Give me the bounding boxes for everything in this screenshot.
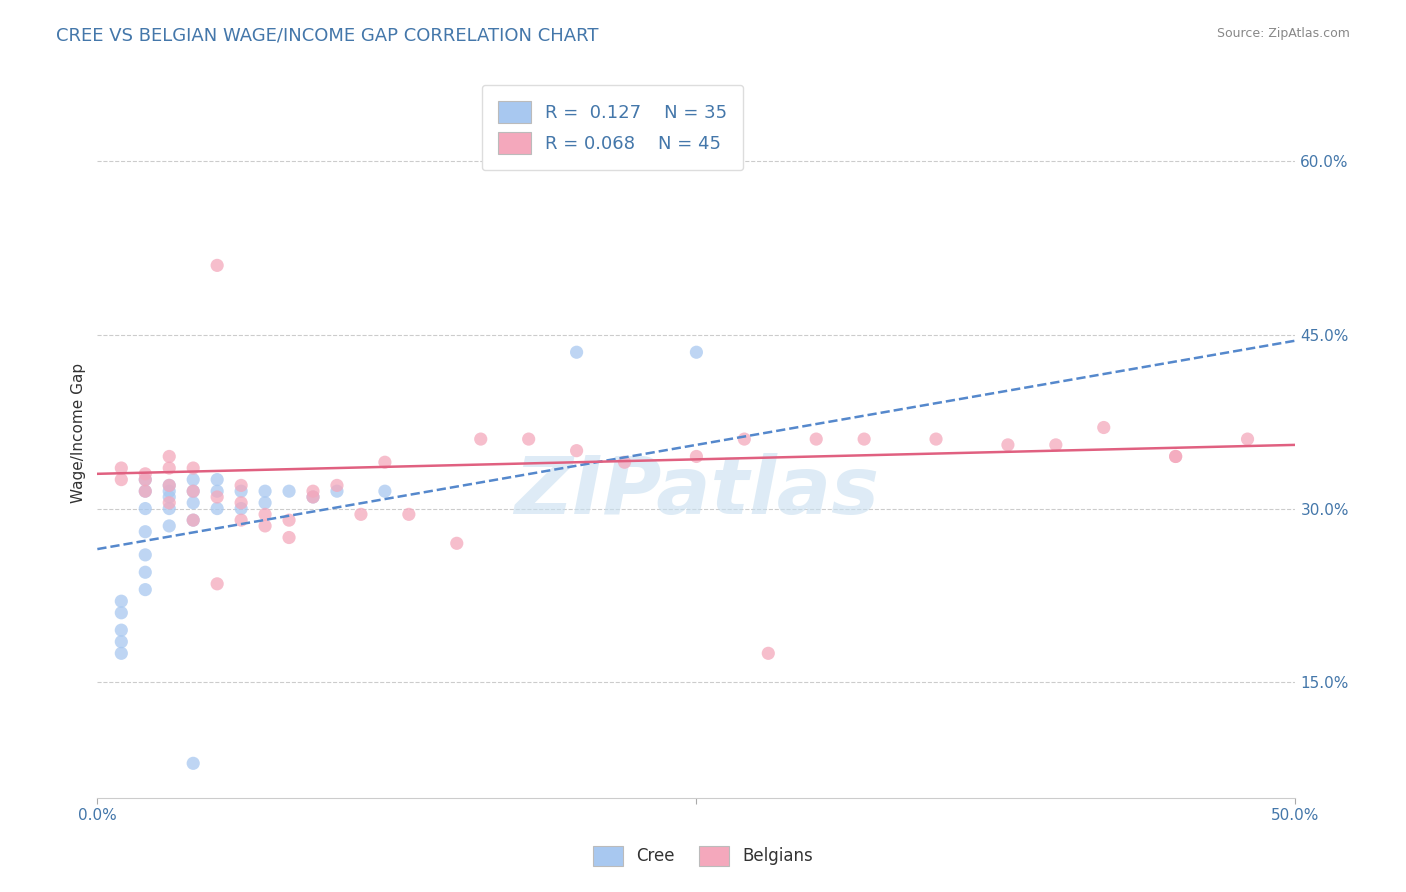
Point bbox=[229, 501, 252, 516]
Point bbox=[733, 432, 755, 446]
Point bbox=[157, 478, 180, 492]
Point bbox=[350, 508, 373, 522]
Point bbox=[229, 478, 252, 492]
Point bbox=[134, 582, 156, 597]
Point bbox=[181, 513, 204, 527]
Point bbox=[278, 484, 301, 499]
Point bbox=[1092, 420, 1115, 434]
Point bbox=[157, 501, 180, 516]
Point bbox=[229, 513, 252, 527]
Text: CREE VS BELGIAN WAGE/INCOME GAP CORRELATION CHART: CREE VS BELGIAN WAGE/INCOME GAP CORRELAT… bbox=[56, 27, 599, 45]
Point bbox=[685, 345, 707, 359]
Y-axis label: Wage/Income Gap: Wage/Income Gap bbox=[72, 363, 86, 503]
Point bbox=[756, 646, 779, 660]
Point bbox=[134, 566, 156, 580]
Point bbox=[517, 432, 540, 446]
Point bbox=[110, 461, 132, 475]
Point bbox=[205, 259, 228, 273]
Point bbox=[181, 484, 204, 499]
Legend: Cree, Belgians: Cree, Belgians bbox=[579, 832, 827, 880]
Point bbox=[110, 646, 132, 660]
Point bbox=[229, 496, 252, 510]
Point bbox=[134, 548, 156, 562]
Point bbox=[254, 484, 277, 499]
Text: Source: ZipAtlas.com: Source: ZipAtlas.com bbox=[1216, 27, 1350, 40]
Point bbox=[157, 450, 180, 464]
Point bbox=[110, 594, 132, 608]
Point bbox=[565, 345, 588, 359]
Point bbox=[229, 484, 252, 499]
Point bbox=[205, 490, 228, 504]
Point bbox=[205, 473, 228, 487]
Point bbox=[446, 536, 468, 550]
Point bbox=[110, 606, 132, 620]
Point bbox=[398, 508, 420, 522]
Point bbox=[278, 513, 301, 527]
Point bbox=[565, 443, 588, 458]
Point bbox=[326, 484, 349, 499]
Point bbox=[302, 484, 325, 499]
Point bbox=[374, 455, 396, 469]
Point bbox=[134, 524, 156, 539]
Point bbox=[254, 496, 277, 510]
Point bbox=[181, 513, 204, 527]
Legend: R =  0.127    N = 35, R = 0.068    N = 45: R = 0.127 N = 35, R = 0.068 N = 45 bbox=[482, 85, 744, 170]
Point bbox=[1236, 432, 1258, 446]
Point bbox=[110, 473, 132, 487]
Point bbox=[181, 756, 204, 771]
Text: ZIPatlas: ZIPatlas bbox=[515, 452, 879, 531]
Point bbox=[685, 450, 707, 464]
Point bbox=[254, 508, 277, 522]
Point bbox=[925, 432, 948, 446]
Point bbox=[134, 501, 156, 516]
Point bbox=[134, 473, 156, 487]
Point bbox=[134, 467, 156, 481]
Point bbox=[205, 501, 228, 516]
Point bbox=[110, 634, 132, 648]
Point bbox=[134, 484, 156, 499]
Point bbox=[157, 519, 180, 533]
Point bbox=[278, 531, 301, 545]
Point bbox=[157, 484, 180, 499]
Point bbox=[205, 484, 228, 499]
Point bbox=[997, 438, 1019, 452]
Point bbox=[181, 496, 204, 510]
Point bbox=[470, 432, 492, 446]
Point bbox=[157, 496, 180, 510]
Point bbox=[181, 484, 204, 499]
Point bbox=[110, 623, 132, 637]
Point bbox=[853, 432, 876, 446]
Point bbox=[806, 432, 828, 446]
Point bbox=[157, 490, 180, 504]
Point bbox=[134, 473, 156, 487]
Point bbox=[134, 484, 156, 499]
Point bbox=[302, 490, 325, 504]
Point bbox=[181, 473, 204, 487]
Point bbox=[181, 461, 204, 475]
Point bbox=[1164, 450, 1187, 464]
Point bbox=[302, 490, 325, 504]
Point bbox=[157, 478, 180, 492]
Point bbox=[1045, 438, 1067, 452]
Point bbox=[1164, 450, 1187, 464]
Point bbox=[613, 455, 636, 469]
Point bbox=[254, 519, 277, 533]
Point bbox=[157, 461, 180, 475]
Point bbox=[205, 577, 228, 591]
Point bbox=[374, 484, 396, 499]
Point bbox=[326, 478, 349, 492]
